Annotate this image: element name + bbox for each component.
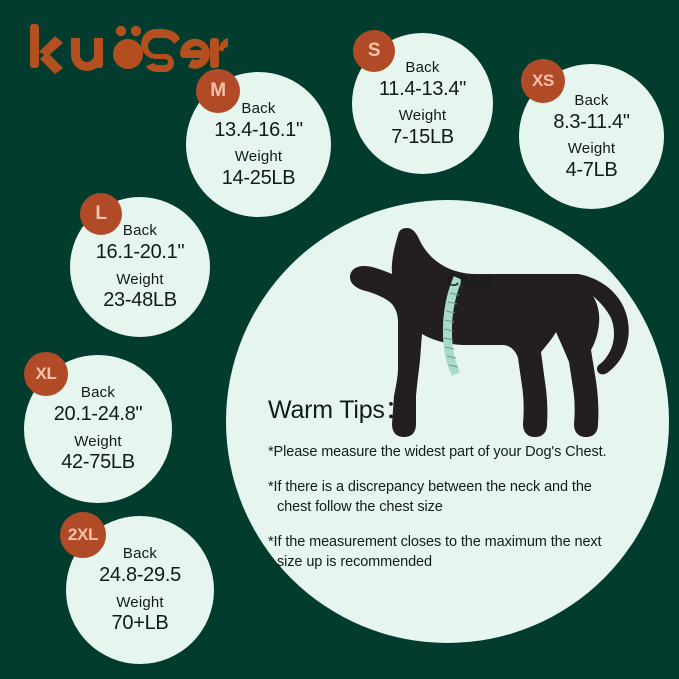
size-badge-s: S <box>353 30 395 72</box>
warm-tip-item: *If the measurement closes to the maximu… <box>268 534 602 570</box>
size-badge-m: M <box>196 69 240 113</box>
size-bubble-m[interactable]: Back 13.4-16.1" Weight 14-25LB <box>186 72 331 217</box>
back-label-m: Back <box>241 99 276 117</box>
back-value-xl: 20.1-24.8" <box>53 403 143 426</box>
back-label-xs: Back <box>574 91 609 109</box>
back-label-2xl: Back <box>122 545 158 563</box>
measuring-tape-icon <box>442 276 463 377</box>
weight-value-m: 14-25LB <box>221 166 296 189</box>
back-value-s: 11.4-13.4" <box>378 77 467 100</box>
chest-measurement-label: Chest <box>447 271 493 290</box>
size-badge-xl: XL <box>24 352 68 396</box>
size-bubble-l[interactable]: Back 16.1-20.1" Weight 23-48LB <box>70 197 210 337</box>
weight-label-2xl: Weight <box>116 593 164 611</box>
size-badge-2xl: 2XL <box>60 512 106 558</box>
weight-value-l: 23-48LB <box>103 289 177 312</box>
warm-tips-block: Warm Tips： *Please measure the widest pa… <box>268 390 614 587</box>
weight-label-xl: Weight <box>74 432 122 450</box>
weight-label-m: Weight <box>234 148 283 165</box>
weight-value-2xl: 70+LB <box>111 612 169 635</box>
weight-label-s: Weight <box>398 107 447 124</box>
back-value-l: 16.1-20.1" <box>95 241 185 264</box>
warm-tip-item: *If there is a discrepancy between the n… <box>268 479 592 515</box>
weight-label-l: Weight <box>116 270 164 288</box>
back-label-s: Back <box>405 58 440 76</box>
dog-diagram <box>336 218 636 458</box>
weight-value-s: 7-15LB <box>391 125 454 148</box>
brand-logo <box>28 22 228 78</box>
warm-tips-title: Warm Tips： <box>268 396 410 424</box>
size-badge-l: L <box>80 193 122 235</box>
back-value-m: 13.4-16.1" <box>214 118 303 141</box>
weight-value-xl: 42-75LB <box>61 451 135 474</box>
warm-tip-item: *Please measure the widest part of your … <box>268 444 607 460</box>
back-value-2xl: 24.8-29.5 <box>99 564 181 587</box>
back-label-l: Back <box>122 222 158 240</box>
size-badge-xs: XS <box>521 59 565 103</box>
weight-value-xs: 4-7LB <box>565 158 618 181</box>
weight-label-xs: Weight <box>567 140 616 157</box>
kuoser-wordmark-icon <box>30 24 228 74</box>
dog-silhouette-icon <box>350 228 629 437</box>
size-bubble-2xl[interactable]: Back 24.8-29.5 Weight 70+LB <box>66 516 214 664</box>
back-value-xs: 8.3-11.4" <box>553 110 630 133</box>
back-label-xl: Back <box>80 384 116 402</box>
